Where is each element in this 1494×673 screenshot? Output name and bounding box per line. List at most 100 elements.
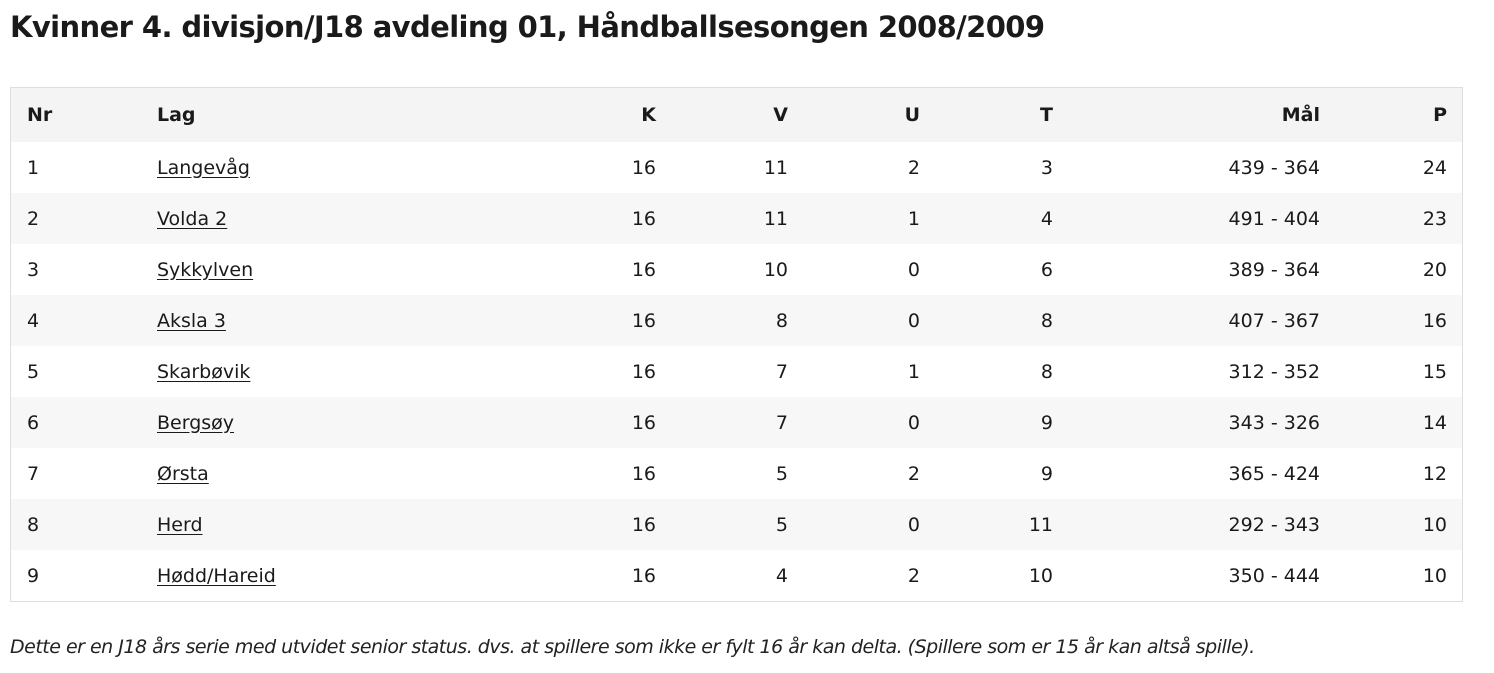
team-link[interactable]: Herd bbox=[157, 513, 203, 536]
cell-v: 4 bbox=[775, 564, 788, 587]
cell-k: 16 bbox=[631, 462, 656, 485]
cell-u: 2 bbox=[907, 564, 920, 587]
cell-lag: Bergsøy bbox=[157, 397, 491, 448]
cell-v: 11 bbox=[763, 207, 788, 230]
cell-t: 4 bbox=[1040, 207, 1053, 230]
cell-p: 12 bbox=[1422, 462, 1447, 485]
table-row: 7 Ørsta 16 5 2 9 365 - 424 12 bbox=[11, 448, 1462, 499]
cell-nr: 5 bbox=[27, 360, 40, 383]
table-row: 9 Hødd/Hareid 16 4 2 10 350 - 444 10 bbox=[11, 550, 1462, 601]
standings-table-container: Nr Lag K V U T Mål P 1 Langevåg 16 11 2 3 439 … bbox=[10, 87, 1463, 602]
cell-nr: 2 bbox=[27, 207, 40, 230]
cell-mal: 365 - 424 bbox=[1228, 462, 1320, 485]
cell-p: 10 bbox=[1422, 513, 1447, 536]
cell-u: 0 bbox=[907, 513, 920, 536]
cell-v: 7 bbox=[775, 360, 788, 383]
cell-lag: Aksla 3 bbox=[157, 295, 491, 346]
footnote: Dette er en J18 års serie med utvidet se… bbox=[10, 636, 1255, 658]
cell-p: 24 bbox=[1422, 156, 1447, 179]
cell-lag: Hødd/Hareid bbox=[157, 550, 491, 601]
cell-nr: 9 bbox=[27, 564, 40, 587]
cell-p: 10 bbox=[1422, 564, 1447, 587]
cell-p: 14 bbox=[1422, 411, 1447, 434]
table-row: 6 Bergsøy 16 7 0 9 343 - 326 14 bbox=[11, 397, 1462, 448]
cell-nr: 7 bbox=[27, 462, 40, 485]
cell-mal: 389 - 364 bbox=[1228, 258, 1320, 281]
cell-nr: 4 bbox=[27, 309, 40, 332]
table-row: 1 Langevåg 16 11 2 3 439 - 364 24 bbox=[11, 142, 1462, 193]
header-p: P bbox=[1433, 104, 1447, 126]
header-nr: Nr bbox=[27, 104, 53, 126]
cell-lag: Sykkylven bbox=[157, 244, 491, 295]
cell-mal: 343 - 326 bbox=[1228, 411, 1320, 434]
table-row: 2 Volda 2 16 11 1 4 491 - 404 23 bbox=[11, 193, 1462, 244]
page-title: Kvinner 4. divisjon/J18 avdeling 01, Hån… bbox=[10, 10, 1045, 44]
cell-lag: Volda 2 bbox=[157, 193, 491, 244]
cell-t: 9 bbox=[1040, 462, 1053, 485]
cell-mal: 491 - 404 bbox=[1228, 207, 1320, 230]
cell-mal: 439 - 364 bbox=[1228, 156, 1320, 179]
cell-v: 5 bbox=[775, 513, 788, 536]
cell-lag: Langevåg bbox=[157, 142, 491, 193]
cell-t: 3 bbox=[1040, 156, 1053, 179]
team-link[interactable]: Bergsøy bbox=[157, 411, 235, 434]
table-body: 1 Langevåg 16 11 2 3 439 - 364 24 2 Volda 2 16 11 1 4… bbox=[11, 142, 1462, 601]
cell-p: 20 bbox=[1422, 258, 1447, 281]
cell-p: 23 bbox=[1422, 207, 1447, 230]
cell-u: 0 bbox=[907, 309, 920, 332]
table-row: 5 Skarbøvik 16 7 1 8 312 - 352 15 bbox=[11, 346, 1462, 397]
team-link[interactable]: Aksla 3 bbox=[157, 309, 226, 332]
cell-u: 0 bbox=[907, 258, 920, 281]
cell-t: 8 bbox=[1040, 360, 1053, 383]
cell-nr: 8 bbox=[27, 513, 40, 536]
cell-nr: 1 bbox=[27, 156, 40, 179]
cell-mal: 407 - 367 bbox=[1228, 309, 1320, 332]
team-link[interactable]: Langevåg bbox=[157, 156, 250, 179]
header-mal: Mål bbox=[1281, 104, 1320, 126]
cell-k: 16 bbox=[631, 156, 656, 179]
header-t: T bbox=[1040, 104, 1053, 126]
table-row: 4 Aksla 3 16 8 0 8 407 - 367 16 bbox=[11, 295, 1462, 346]
cell-k: 16 bbox=[631, 513, 656, 536]
cell-v: 8 bbox=[775, 309, 788, 332]
cell-v: 11 bbox=[763, 156, 788, 179]
cell-u: 0 bbox=[907, 411, 920, 434]
team-link[interactable]: Hødd/Hareid bbox=[157, 564, 276, 587]
cell-k: 16 bbox=[631, 258, 656, 281]
cell-v: 7 bbox=[775, 411, 788, 434]
team-link[interactable]: Ørsta bbox=[157, 462, 209, 485]
header-k: K bbox=[641, 104, 656, 126]
table-row: 8 Herd 16 5 0 11 292 - 343 10 bbox=[11, 499, 1462, 550]
cell-lag: Herd bbox=[157, 499, 491, 550]
cell-t: 8 bbox=[1040, 309, 1053, 332]
team-link[interactable]: Sykkylven bbox=[157, 258, 254, 281]
cell-p: 15 bbox=[1422, 360, 1447, 383]
header-v: V bbox=[773, 104, 788, 126]
cell-u: 2 bbox=[907, 462, 920, 485]
cell-v: 10 bbox=[763, 258, 788, 281]
cell-k: 16 bbox=[631, 207, 656, 230]
cell-nr: 3 bbox=[27, 258, 40, 281]
cell-u: 1 bbox=[907, 360, 920, 383]
cell-mal: 312 - 352 bbox=[1228, 360, 1320, 383]
cell-k: 16 bbox=[631, 360, 656, 383]
cell-t: 11 bbox=[1028, 513, 1053, 536]
team-link[interactable]: Volda 2 bbox=[157, 207, 228, 230]
cell-p: 16 bbox=[1422, 309, 1447, 332]
cell-t: 6 bbox=[1040, 258, 1053, 281]
cell-v: 5 bbox=[775, 462, 788, 485]
cell-k: 16 bbox=[631, 309, 656, 332]
cell-u: 1 bbox=[907, 207, 920, 230]
cell-u: 2 bbox=[907, 156, 920, 179]
cell-t: 10 bbox=[1028, 564, 1053, 587]
cell-t: 9 bbox=[1040, 411, 1053, 434]
cell-mal: 350 - 444 bbox=[1228, 564, 1320, 587]
cell-mal: 292 - 343 bbox=[1228, 513, 1320, 536]
header-row: Nr Lag K V U T Mål P bbox=[11, 88, 1462, 142]
header-u: U bbox=[904, 104, 920, 126]
standings-table: Nr Lag K V U T Mål P 1 Langevåg 16 11 2 3 439 … bbox=[11, 88, 1462, 601]
cell-k: 16 bbox=[631, 411, 656, 434]
team-link[interactable]: Skarbøvik bbox=[157, 360, 251, 383]
header-lag: Lag bbox=[157, 104, 196, 126]
